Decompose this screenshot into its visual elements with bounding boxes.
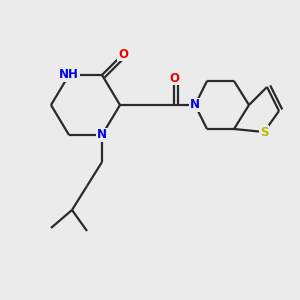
Text: NH: NH	[59, 68, 79, 82]
Text: S: S	[260, 125, 268, 139]
Text: O: O	[118, 47, 128, 61]
Text: N: N	[190, 98, 200, 112]
Text: N: N	[97, 128, 107, 142]
Text: O: O	[169, 71, 179, 85]
